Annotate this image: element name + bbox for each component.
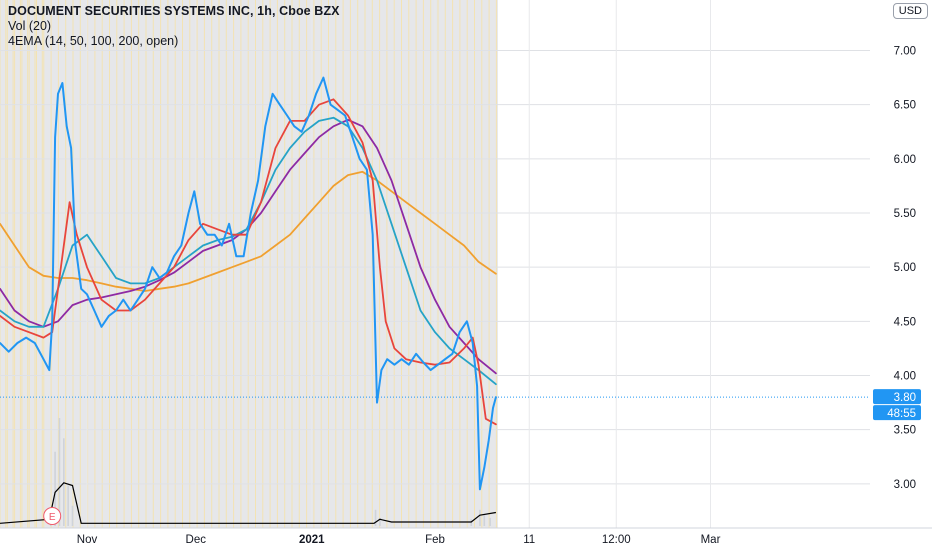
time-axis-tick-label: 2021: [299, 534, 325, 546]
bar-countdown-value: 48:55: [887, 408, 916, 420]
series-line-ema200: [0, 170, 497, 292]
session-background: [0, 0, 498, 528]
volume-bar: [470, 519, 473, 526]
volume-bar: [379, 517, 381, 526]
last-price-value: 3.80: [894, 392, 916, 404]
time-axis: [0, 528, 932, 550]
earnings-marker: [43, 507, 62, 525]
volume-bar: [58, 418, 61, 526]
price-axis-tick-label: 4.00: [894, 371, 916, 383]
volume-bar: [483, 515, 486, 526]
volume-ma-line: [0, 482, 496, 524]
price-axis-tick-label: 5.50: [894, 208, 916, 220]
last-price-tag: [873, 389, 921, 405]
time-axis-tick-label: 11: [523, 534, 535, 546]
ema-indicator-label[interactable]: 4EMA (14, 50, 100, 200, open): [8, 34, 179, 48]
price-axis-tick-label: 7.00: [894, 46, 916, 58]
price-axis-tick-label: 6.00: [894, 154, 916, 166]
volume-bar: [71, 505, 74, 526]
legend: DOCUMENT SECURITIES SYSTEMS INC, 1h, Cbo…: [8, 4, 340, 49]
price-axis-tick-label: 3.00: [894, 479, 916, 491]
time-axis-tick-label: Nov: [77, 534, 98, 546]
volume-bar: [374, 509, 377, 526]
volume-bar: [479, 509, 481, 526]
volume-bar: [63, 438, 65, 526]
time-axis-tick-label: Dec: [186, 534, 207, 546]
price-axis: [870, 0, 932, 550]
series-line-ema50: [0, 116, 497, 386]
volume-bar: [489, 517, 491, 526]
series-line-price: [0, 76, 497, 491]
price-axis-tick-label: 5.00: [894, 262, 916, 274]
volume-bar: [54, 451, 56, 526]
currency-button[interactable]: USD: [892, 3, 928, 19]
volume-bar: [67, 485, 69, 526]
earnings-marker-label: E: [49, 512, 56, 523]
time-axis-tick-label: Feb: [425, 534, 445, 546]
price-axis-tick-label: 4.50: [894, 316, 916, 328]
time-axis-tick-label: Mar: [701, 534, 721, 546]
price-axis-tick-label: 3.50: [894, 425, 916, 437]
time-axis-tick-label: 12:00: [602, 534, 631, 546]
countdown-tag: [873, 405, 921, 421]
symbol-title[interactable]: DOCUMENT SECURITIES SYSTEMS INC, 1h, Cbo…: [8, 4, 340, 18]
volume-indicator-label[interactable]: Vol (20): [8, 19, 52, 33]
price-axis-tick-label: 6.50: [894, 100, 916, 112]
